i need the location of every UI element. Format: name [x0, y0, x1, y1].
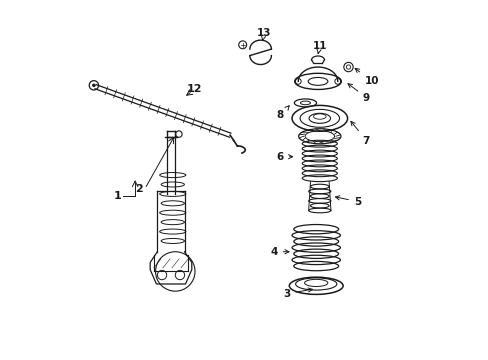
Text: 7: 7 — [350, 121, 369, 145]
Circle shape — [92, 84, 95, 87]
Text: 2: 2 — [135, 184, 142, 194]
Text: 8: 8 — [276, 106, 288, 121]
Text: 9: 9 — [347, 84, 369, 103]
Text: 6: 6 — [276, 152, 292, 162]
Text: 4: 4 — [270, 247, 288, 257]
Text: 13: 13 — [257, 28, 271, 41]
Text: 1: 1 — [113, 191, 121, 201]
Text: 5: 5 — [335, 196, 360, 207]
Text: 10: 10 — [354, 68, 378, 86]
Text: 11: 11 — [312, 41, 326, 54]
Text: 3: 3 — [283, 288, 312, 299]
Text: 12: 12 — [186, 84, 202, 94]
